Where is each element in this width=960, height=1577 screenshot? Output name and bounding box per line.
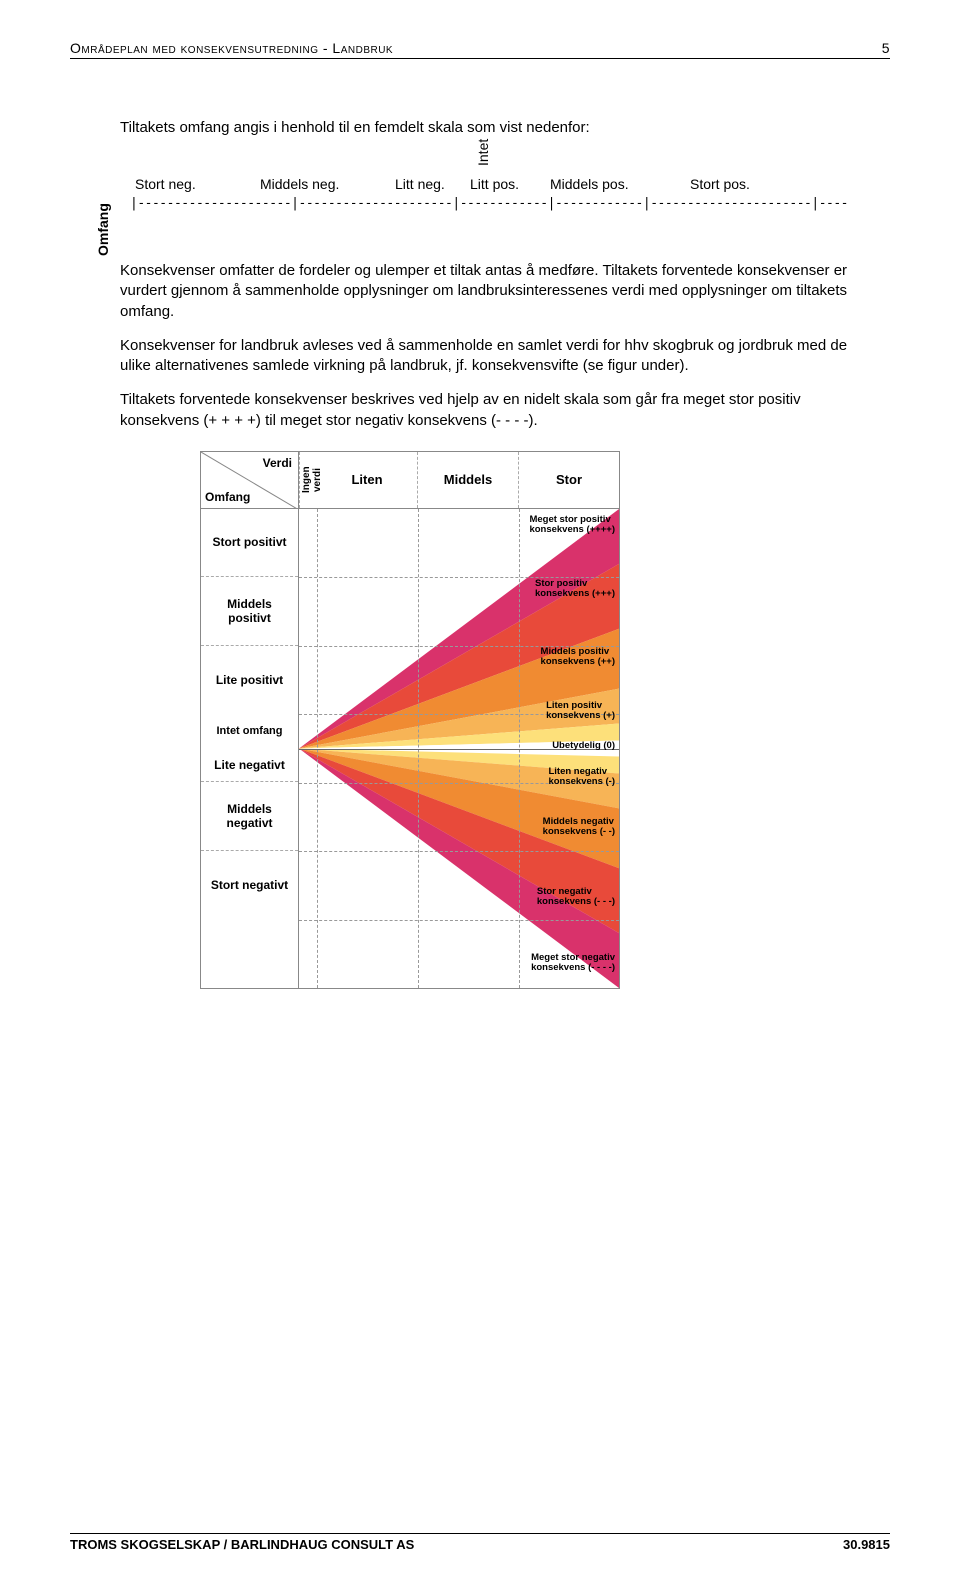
page-header: Områdeplan med konsekvensutredning - Lan… <box>70 40 890 59</box>
scale-top-label: Intet <box>475 139 491 166</box>
page-footer: TROMS SKOGSELSKAP / BARLINDHAUG CONSULT … <box>70 1533 890 1552</box>
scale-label-1: Middels neg. <box>260 176 395 192</box>
scale-diagram: Intet Omfang Stort neg. Middels neg. Lit… <box>120 176 850 211</box>
matrix-body: Stort positivt Middels positivt Lite pos… <box>200 509 620 989</box>
row-4: Lite negativt <box>201 748 298 782</box>
col-stor: Stor <box>519 452 619 508</box>
matrix-header-row: Verdi Omfang Ingen verdi Liten Middels S… <box>200 451 620 509</box>
body-text: Konsekvenser omfatter de fordeler og ule… <box>120 261 850 431</box>
scale-ruler: |---------------------|-----------------… <box>130 196 850 211</box>
row-5: Middels negativt <box>201 782 298 851</box>
band-label-6: Middels negativkonsekvens (- -) <box>543 817 615 838</box>
band-label-8: Meget stor negativkonsekvens (- - - -) <box>531 953 615 974</box>
scale-label-2: Litt neg. <box>395 176 470 192</box>
footer-left: TROMS SKOGSELSKAP / BARLINDHAUG CONSULT … <box>70 1537 414 1552</box>
scale-label-5: Stort pos. <box>690 176 750 192</box>
scale-label-4: Middels pos. <box>550 176 690 192</box>
paragraph-3: Tiltakets forventede konsekvenser beskri… <box>120 390 850 431</box>
matrix-diag-cell: Verdi Omfang <box>201 452 299 508</box>
row-3: Intet omfang <box>201 714 298 748</box>
band-label-3: Liten positivkonsekvens (+) <box>546 701 615 722</box>
scale-left-label: Omfang <box>95 203 111 256</box>
consequence-matrix: Verdi Omfang Ingen verdi Liten Middels S… <box>200 451 620 989</box>
scale-label-3: Litt pos. <box>470 176 550 192</box>
band-label-0: Meget stor positivkonsekvens (++++) <box>529 515 615 536</box>
band-label-5: Liten negativkonsekvens (-) <box>548 767 615 788</box>
diag-bottom-label: Omfang <box>205 490 250 504</box>
header-title: Områdeplan med konsekvensutredning - Lan… <box>70 40 393 56</box>
row-1: Middels positivt <box>201 577 298 646</box>
col-liten: Liten <box>317 452 418 508</box>
footer-right: 30.9815 <box>843 1537 890 1552</box>
band-label-1: Stor positivkonsekvens (+++) <box>535 579 615 600</box>
band-label-2: Middels positivkonsekvens (++) <box>541 647 615 668</box>
row-2: Lite positivt <box>201 646 298 715</box>
col-ingen: Ingen verdi <box>299 452 317 508</box>
row-0: Stort positivt <box>201 509 298 578</box>
row-labels: Stort positivt Middels positivt Lite pos… <box>201 509 299 988</box>
row-6: Stort negativt <box>201 851 298 920</box>
paragraph-2: Konsekvenser for landbruk avleses ved å … <box>120 336 850 377</box>
band-label-7: Stor negativkonsekvens (- - -) <box>537 887 615 908</box>
paragraph-1: Konsekvenser omfatter de fordeler og ule… <box>120 261 850 322</box>
header-page-number: 5 <box>882 40 890 56</box>
band-label-4: Ubetydelig (0) <box>552 741 615 751</box>
diag-top-label: Verdi <box>263 456 292 470</box>
scale-labels-row: Stort neg. Middels neg. Litt neg. Litt p… <box>135 176 850 192</box>
col-middels: Middels <box>418 452 519 508</box>
scale-label-0: Stort neg. <box>135 176 260 192</box>
intro-text: Tiltakets omfang angis i henhold til en … <box>120 119 850 136</box>
